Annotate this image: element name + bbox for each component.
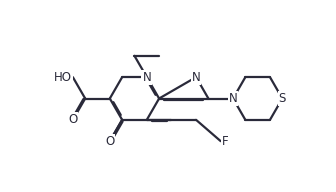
Text: O: O (105, 135, 115, 148)
Text: HO: HO (54, 71, 72, 84)
Text: O: O (68, 113, 78, 126)
Text: S: S (279, 92, 286, 105)
Text: N: N (142, 71, 151, 84)
Text: N: N (229, 92, 238, 105)
Text: F: F (222, 135, 228, 148)
Text: N: N (192, 71, 201, 84)
